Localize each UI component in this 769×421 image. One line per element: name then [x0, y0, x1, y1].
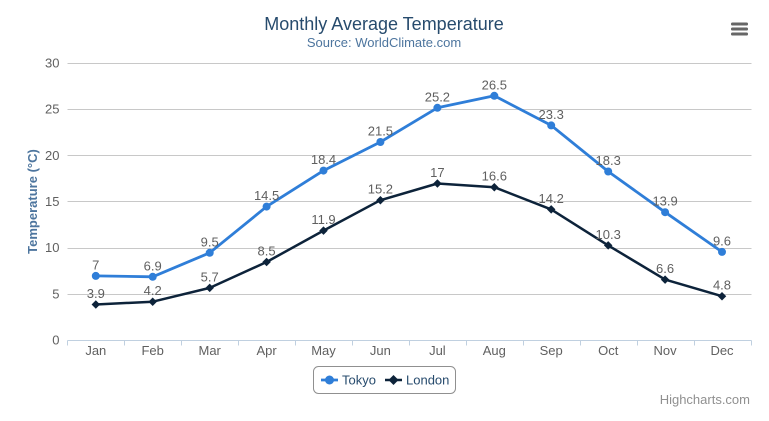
svg-text:20: 20 [45, 148, 59, 163]
svg-text:15: 15 [45, 194, 59, 209]
svg-text:Sep: Sep [540, 343, 563, 358]
svg-text:8.5: 8.5 [258, 244, 276, 259]
svg-text:10.3: 10.3 [596, 227, 621, 242]
svg-text:Oct: Oct [598, 343, 619, 358]
svg-text:18.3: 18.3 [596, 153, 621, 168]
svg-text:5.7: 5.7 [201, 269, 219, 284]
svg-text:26.5: 26.5 [482, 77, 507, 92]
svg-text:6.6: 6.6 [656, 261, 674, 276]
svg-text:6.9: 6.9 [144, 258, 162, 273]
svg-text:3.9: 3.9 [87, 286, 105, 301]
svg-text:Feb: Feb [141, 343, 163, 358]
svg-text:18.4: 18.4 [311, 152, 336, 167]
svg-text:10: 10 [45, 240, 59, 255]
svg-text:4.8: 4.8 [713, 278, 731, 293]
svg-text:9.6: 9.6 [713, 233, 731, 248]
svg-text:May: May [311, 343, 336, 358]
svg-text:30: 30 [45, 56, 59, 71]
svg-text:21.5: 21.5 [368, 124, 393, 139]
svg-text:Dec: Dec [710, 343, 734, 358]
svg-text:Monthly Average Temperature: Monthly Average Temperature [264, 14, 503, 34]
svg-text:7: 7 [92, 257, 99, 272]
svg-text:17: 17 [430, 165, 444, 180]
svg-text:14.5: 14.5 [254, 188, 279, 203]
svg-text:11.9: 11.9 [311, 212, 335, 227]
svg-text:23.3: 23.3 [539, 107, 564, 122]
svg-text:14.2: 14.2 [539, 191, 564, 206]
svg-text:13.9: 13.9 [652, 194, 677, 209]
svg-text:5: 5 [52, 286, 59, 301]
svg-text:16.6: 16.6 [482, 169, 507, 184]
svg-text:Jun: Jun [370, 343, 391, 358]
svg-text:Jan: Jan [85, 343, 106, 358]
svg-text:Mar: Mar [199, 343, 222, 358]
svg-text:25.2: 25.2 [425, 89, 450, 104]
svg-text:15.2: 15.2 [368, 182, 393, 197]
svg-text:25: 25 [45, 102, 59, 117]
svg-text:0: 0 [52, 333, 59, 348]
svg-text:Nov: Nov [654, 343, 678, 358]
svg-text:Highcharts.com: Highcharts.com [660, 392, 750, 407]
svg-text:Aug: Aug [483, 343, 506, 358]
svg-text:4.2: 4.2 [144, 283, 162, 298]
svg-text:Jul: Jul [429, 343, 446, 358]
svg-text:Source: WorldClimate.com: Source: WorldClimate.com [307, 35, 461, 50]
svg-text:Tokyo: Tokyo [342, 373, 376, 388]
svg-text:Apr: Apr [256, 343, 277, 358]
svg-text:9.5: 9.5 [201, 234, 219, 249]
svg-text:London: London [406, 373, 449, 388]
svg-text:Temperature (°C): Temperature (°C) [25, 149, 40, 254]
